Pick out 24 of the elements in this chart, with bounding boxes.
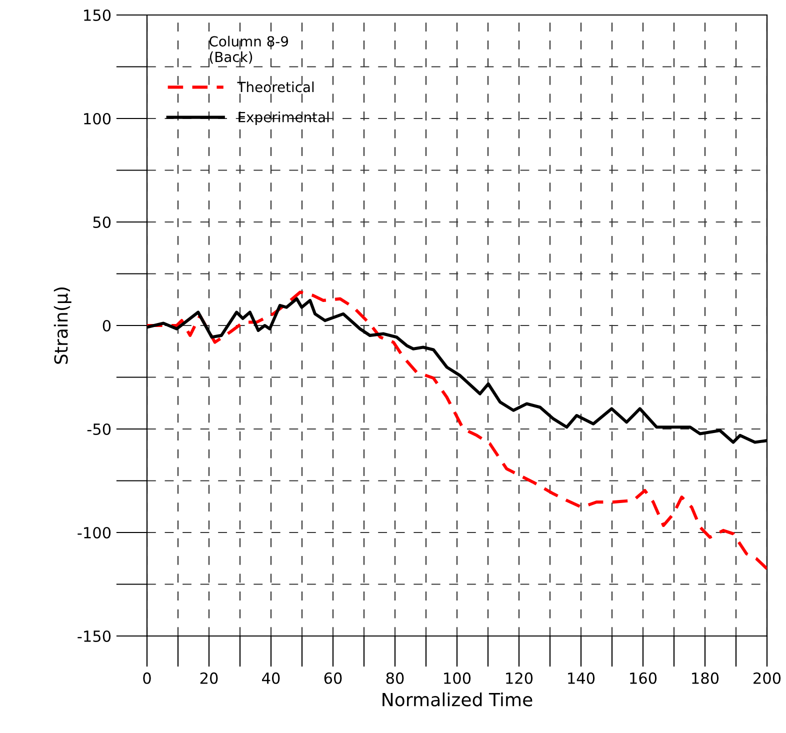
y-tick-label: -150 (78, 630, 111, 642)
y-tick-label: -100 (78, 526, 111, 539)
legend-title: Column 8-9 (Back) (210, 36, 288, 64)
y-tick-label: -50 (87, 423, 111, 436)
legend-label: Theoretical (237, 81, 314, 92)
x-tick-label: 60 (324, 672, 342, 684)
y-tick-label: 50 (93, 216, 111, 228)
y-tick-label: 150 (84, 9, 111, 22)
y-tick-label: 100 (84, 112, 111, 125)
line-series (147, 290, 767, 570)
x-tick-label: 120 (506, 672, 533, 684)
y-tick-label: 0 (102, 320, 111, 332)
x-tick-label: 40 (262, 672, 280, 684)
x-tick-label: 100 (444, 672, 471, 684)
x-tick-label: 80 (386, 672, 404, 684)
x-tick-label: 180 (692, 672, 719, 684)
x-tick-label: 20 (200, 672, 218, 684)
x-tick-label: 0 (143, 672, 151, 684)
y-axis-title: Strain(μ) (54, 288, 72, 364)
x-axis-title: Normalized Time (382, 692, 532, 706)
legend-label: Experimental (238, 112, 329, 126)
x-tick-label: 200 (754, 672, 781, 684)
x-tick-label: 160 (630, 672, 657, 684)
x-tick-label: 140 (568, 672, 595, 684)
